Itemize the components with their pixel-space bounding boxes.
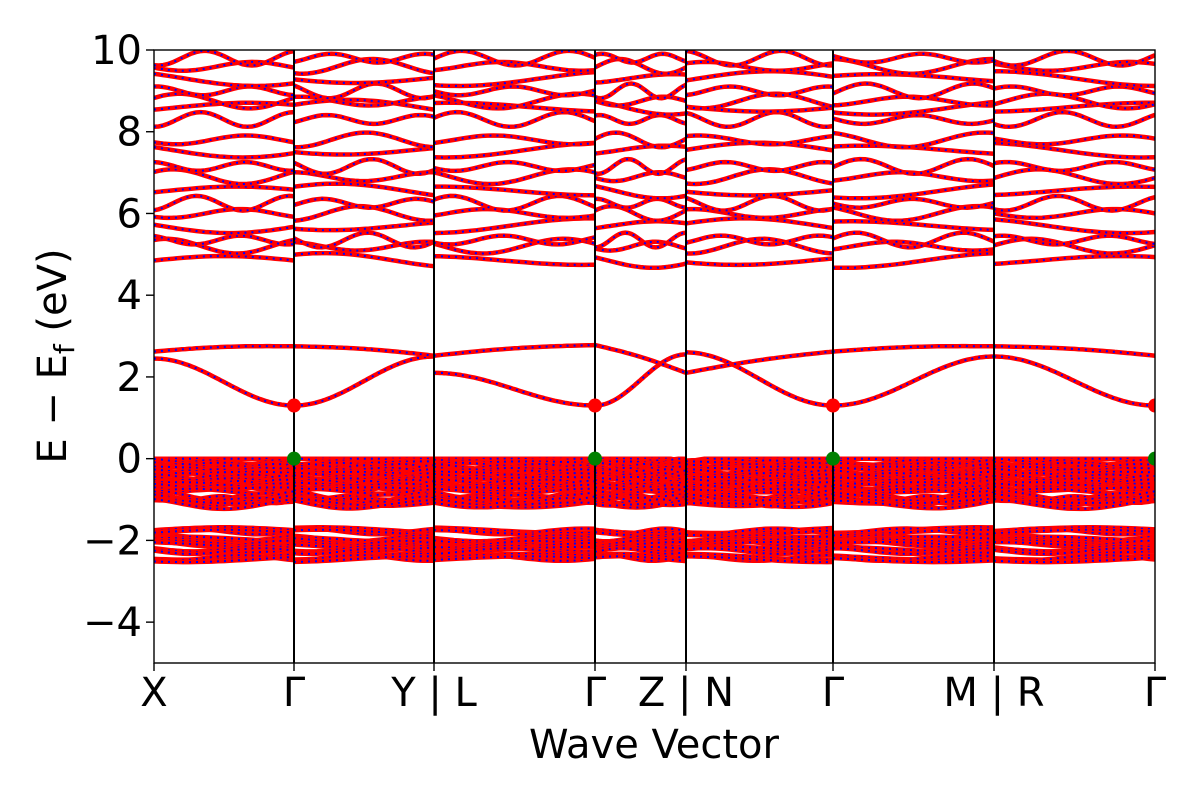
y-tick-label: −4 bbox=[83, 600, 142, 646]
x-axis-label: Wave Vector bbox=[529, 722, 780, 768]
y-tick-label: 0 bbox=[117, 437, 142, 483]
band-line-dots-up0 bbox=[154, 252, 1155, 269]
band-line-dots-vl1-1 bbox=[154, 535, 1155, 544]
band-line-dots-vb25 bbox=[154, 487, 1155, 495]
x-tick-label: Z | N bbox=[638, 670, 734, 716]
band-line-cb1 bbox=[154, 350, 1155, 408]
high-symmetry-lines bbox=[293, 50, 995, 663]
cbm-marker bbox=[287, 398, 301, 413]
extremum-markers bbox=[287, 398, 1155, 466]
y-tick-label: 4 bbox=[117, 273, 142, 319]
x-tick-label: Y | L bbox=[390, 670, 477, 716]
band-lines bbox=[154, 50, 1155, 565]
cbm-marker bbox=[826, 398, 840, 413]
band-line-dots-vb33 bbox=[154, 498, 1155, 510]
vbm-marker bbox=[287, 451, 301, 466]
band-line-dots-vl3-0 bbox=[154, 544, 1155, 553]
band-line-up6 bbox=[154, 181, 1155, 201]
vbm-marker bbox=[826, 451, 840, 466]
band-line-dots-up3 bbox=[154, 217, 1155, 235]
band-line-dots-cb2 bbox=[154, 344, 1155, 374]
band-line-dots-up14 bbox=[154, 82, 1155, 100]
band-line-dots-up15 bbox=[154, 70, 1155, 88]
x-tick-label: X bbox=[140, 670, 167, 716]
y-tick-label: 6 bbox=[117, 191, 142, 237]
band-line-dots-vb29 bbox=[154, 492, 1155, 505]
band-line-up0 bbox=[154, 250, 1155, 271]
band-line-dots-up11 bbox=[154, 111, 1155, 128]
band-line-dots-up10 bbox=[154, 131, 1155, 149]
band-line-dots-up5 bbox=[154, 194, 1155, 212]
band-line-dots-up1 bbox=[154, 237, 1155, 255]
y-tick-label: 2 bbox=[117, 355, 142, 401]
y-tick-label: 10 bbox=[91, 28, 142, 74]
cbm-marker bbox=[588, 398, 602, 413]
band-line-dots-vl3-2 bbox=[154, 547, 1155, 555]
x-tick-label: Γ bbox=[822, 670, 845, 716]
x-tick-label: Γ bbox=[283, 670, 306, 716]
x-tick-label: M | R bbox=[943, 670, 1044, 716]
y-axis-label: E − Ef (eV) bbox=[30, 248, 81, 463]
plot-frame bbox=[153, 49, 1156, 664]
y-axis-label-subscript: f bbox=[48, 343, 81, 354]
y-axis-label-unit: (eV) bbox=[30, 248, 76, 344]
band-line-dots-vb2 bbox=[154, 457, 1155, 465]
vbm-marker bbox=[588, 451, 602, 466]
band-line-dots-vl0-0 bbox=[154, 526, 1155, 534]
band-line-dots-vb12 bbox=[154, 470, 1155, 478]
band-line-dots-vl4-1 bbox=[154, 554, 1155, 562]
band-line-dots-up13 bbox=[154, 92, 1155, 110]
band-line-dots-vl4-2 bbox=[154, 555, 1155, 564]
band-line-up17 bbox=[154, 50, 1155, 68]
band-line-dots-vb7 bbox=[154, 464, 1155, 472]
y-axis-ticks: −4 −2 0 2 4 6 8 10 bbox=[83, 28, 154, 646]
x-tick-label: Γ bbox=[584, 670, 607, 716]
band-line-dots-up17 bbox=[154, 50, 1155, 67]
band-line-dots-up9 bbox=[154, 141, 1155, 159]
vbm-marker bbox=[1148, 451, 1155, 466]
x-axis-ticks: X Γ Y | L Γ Z | N Γ M | R Γ bbox=[140, 663, 1167, 716]
y-tick-label: 8 bbox=[117, 110, 142, 156]
x-tick-label: Γ bbox=[1144, 670, 1167, 716]
band-line-dots-up2 bbox=[154, 231, 1155, 249]
band-line-dots-up7 bbox=[154, 168, 1155, 186]
band-line-dots-vb32 bbox=[154, 496, 1155, 509]
y-axis-label-main: E − E bbox=[30, 354, 76, 464]
y-tick-label: −2 bbox=[83, 518, 142, 564]
cbm-marker bbox=[1148, 398, 1155, 413]
band-line-dots-vl0-2 bbox=[154, 528, 1155, 537]
band-line-dots-up6 bbox=[154, 182, 1155, 200]
band-line-dots-up8 bbox=[154, 158, 1155, 175]
